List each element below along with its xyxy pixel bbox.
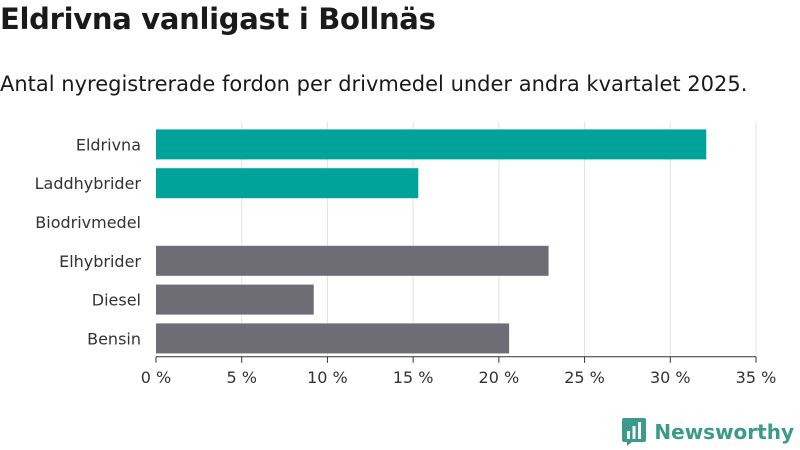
x-tick-label: 0 %: [141, 368, 171, 387]
category-label: Bensin: [87, 329, 141, 348]
brand-logo: Newsworthy: [622, 418, 794, 446]
x-tick-label: 5 %: [226, 368, 256, 387]
x-tick-label: 25 %: [564, 368, 605, 387]
category-label: Elhybrider: [59, 252, 141, 271]
bar: [156, 284, 314, 315]
bar: [156, 168, 419, 199]
category-label: Biodrivmedel: [35, 213, 141, 232]
x-tick-label: 30 %: [650, 368, 691, 387]
bar: [156, 323, 510, 354]
category-label: Laddhybrider: [35, 174, 142, 193]
x-tick-label: 35 %: [736, 368, 777, 387]
category-label: Diesel: [92, 291, 141, 310]
bar: [156, 245, 549, 276]
bar: [156, 129, 707, 160]
x-tick-label: 15 %: [393, 368, 434, 387]
x-tick-label: 10 %: [307, 368, 348, 387]
brand-name: Newsworthy: [654, 420, 794, 444]
chart-subtitle: Antal nyregistrerade fordon per drivmede…: [0, 72, 748, 96]
category-label: Eldrivna: [76, 135, 141, 154]
chart-title: Eldrivna vanligast i Bollnäs: [0, 2, 436, 36]
x-tick-label: 20 %: [479, 368, 520, 387]
bar-chart-badge-icon: [622, 418, 647, 446]
